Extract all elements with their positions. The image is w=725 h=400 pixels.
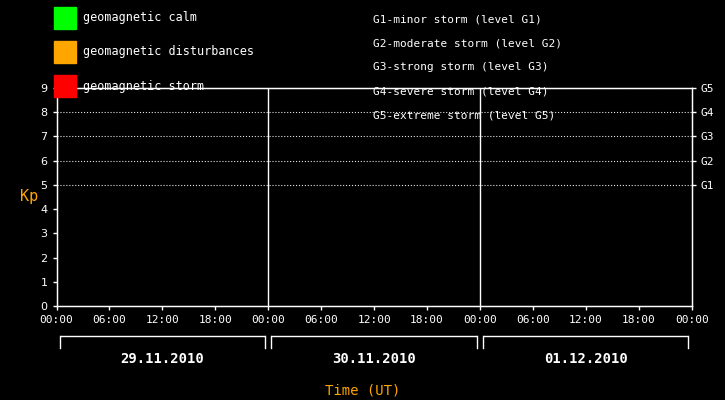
Text: geomagnetic disturbances: geomagnetic disturbances <box>83 46 254 58</box>
Text: 29.11.2010: 29.11.2010 <box>120 352 204 366</box>
Text: geomagnetic storm: geomagnetic storm <box>83 80 204 92</box>
Text: G5-extreme storm (level G5): G5-extreme storm (level G5) <box>373 110 555 120</box>
Text: G3-strong storm (level G3): G3-strong storm (level G3) <box>373 62 549 72</box>
Text: geomagnetic calm: geomagnetic calm <box>83 12 197 24</box>
Text: G4-severe storm (level G4): G4-severe storm (level G4) <box>373 86 549 96</box>
Text: G1-minor storm (level G1): G1-minor storm (level G1) <box>373 14 542 24</box>
Y-axis label: Kp: Kp <box>20 190 38 204</box>
Text: 01.12.2010: 01.12.2010 <box>544 352 628 366</box>
Text: G2-moderate storm (level G2): G2-moderate storm (level G2) <box>373 38 563 48</box>
Text: Time (UT): Time (UT) <box>325 384 400 398</box>
Text: 30.11.2010: 30.11.2010 <box>332 352 416 366</box>
